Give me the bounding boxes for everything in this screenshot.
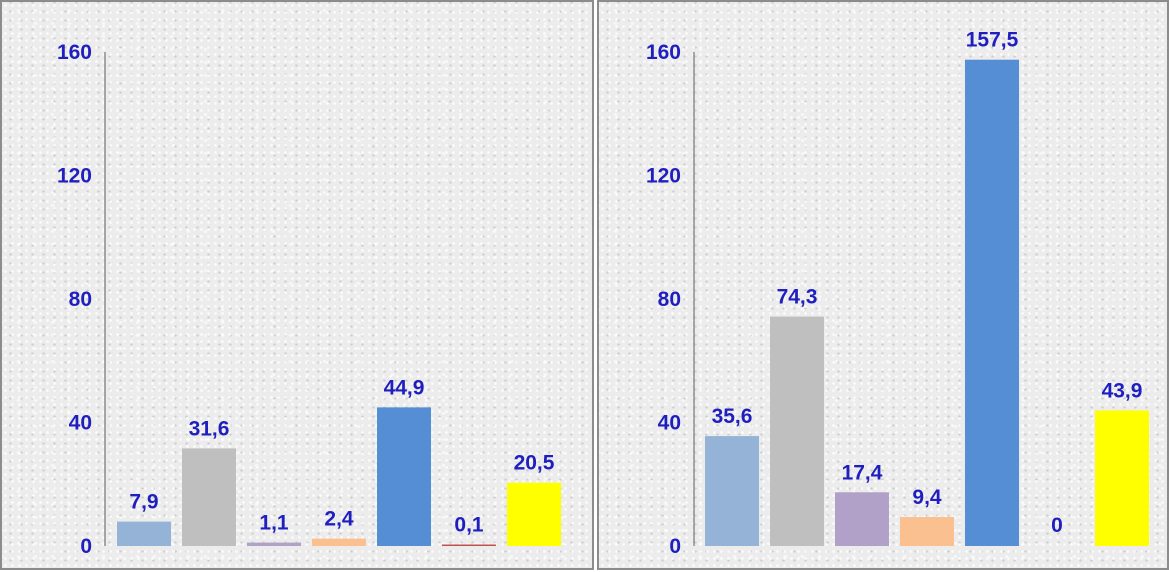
data-label: 74,3 (777, 286, 818, 309)
bar-chart-right: 0 40 80 120 160 35,6 74,3 17,4 9,4 157,5 0 43,9 (646, 29, 1149, 558)
data-label: 43,9 (1102, 379, 1143, 402)
bar (900, 516, 954, 546)
data-label: 1,1 (259, 512, 289, 535)
y-tick-label: 120 (57, 165, 92, 188)
data-label: 17,4 (842, 461, 883, 484)
data-label: 0,1 (454, 514, 484, 537)
data-label: 44,9 (384, 376, 425, 399)
y-tick-label: 160 (646, 41, 681, 64)
bar (117, 521, 171, 546)
y-tick-label: 80 (69, 288, 92, 311)
bar (965, 59, 1019, 546)
data-label: 31,6 (189, 417, 230, 440)
y-tick-label: 80 (658, 288, 681, 311)
bar (770, 316, 824, 546)
y-tick-label: 40 (69, 412, 92, 435)
bar (312, 538, 366, 546)
y-tick-label: 0 (80, 535, 92, 558)
chart-panel-right: 0 40 80 120 160 35,6 74,3 17,4 9,4 157,5 0 43,9 (597, 0, 1169, 570)
bar (507, 482, 561, 546)
y-tick-label: 160 (57, 41, 92, 64)
bar (182, 448, 236, 546)
y-tick-label: 120 (646, 165, 681, 188)
bar (377, 407, 431, 546)
data-label: 2,4 (324, 508, 354, 531)
data-label: 9,4 (912, 486, 942, 509)
data-label: 7,9 (129, 491, 158, 514)
data-label: 157,5 (966, 29, 1019, 52)
chart-panel-left: 0 40 80 120 160 7,9 31,6 1,1 2,4 44,9 0,1 20,5 (0, 0, 594, 570)
data-label: 0 (1051, 514, 1063, 537)
data-label: 35,6 (712, 405, 753, 428)
bar (705, 436, 759, 546)
bar-chart-left: 0 40 80 120 160 7,9 31,6 1,1 2,4 44,9 0,1 20,5 (57, 41, 561, 558)
bar (442, 544, 496, 546)
bar (1095, 410, 1149, 546)
bar (835, 492, 889, 546)
data-label: 20,5 (514, 452, 555, 475)
y-tick-label: 40 (658, 412, 681, 435)
bar (247, 542, 301, 546)
y-tick-label: 0 (669, 535, 681, 558)
